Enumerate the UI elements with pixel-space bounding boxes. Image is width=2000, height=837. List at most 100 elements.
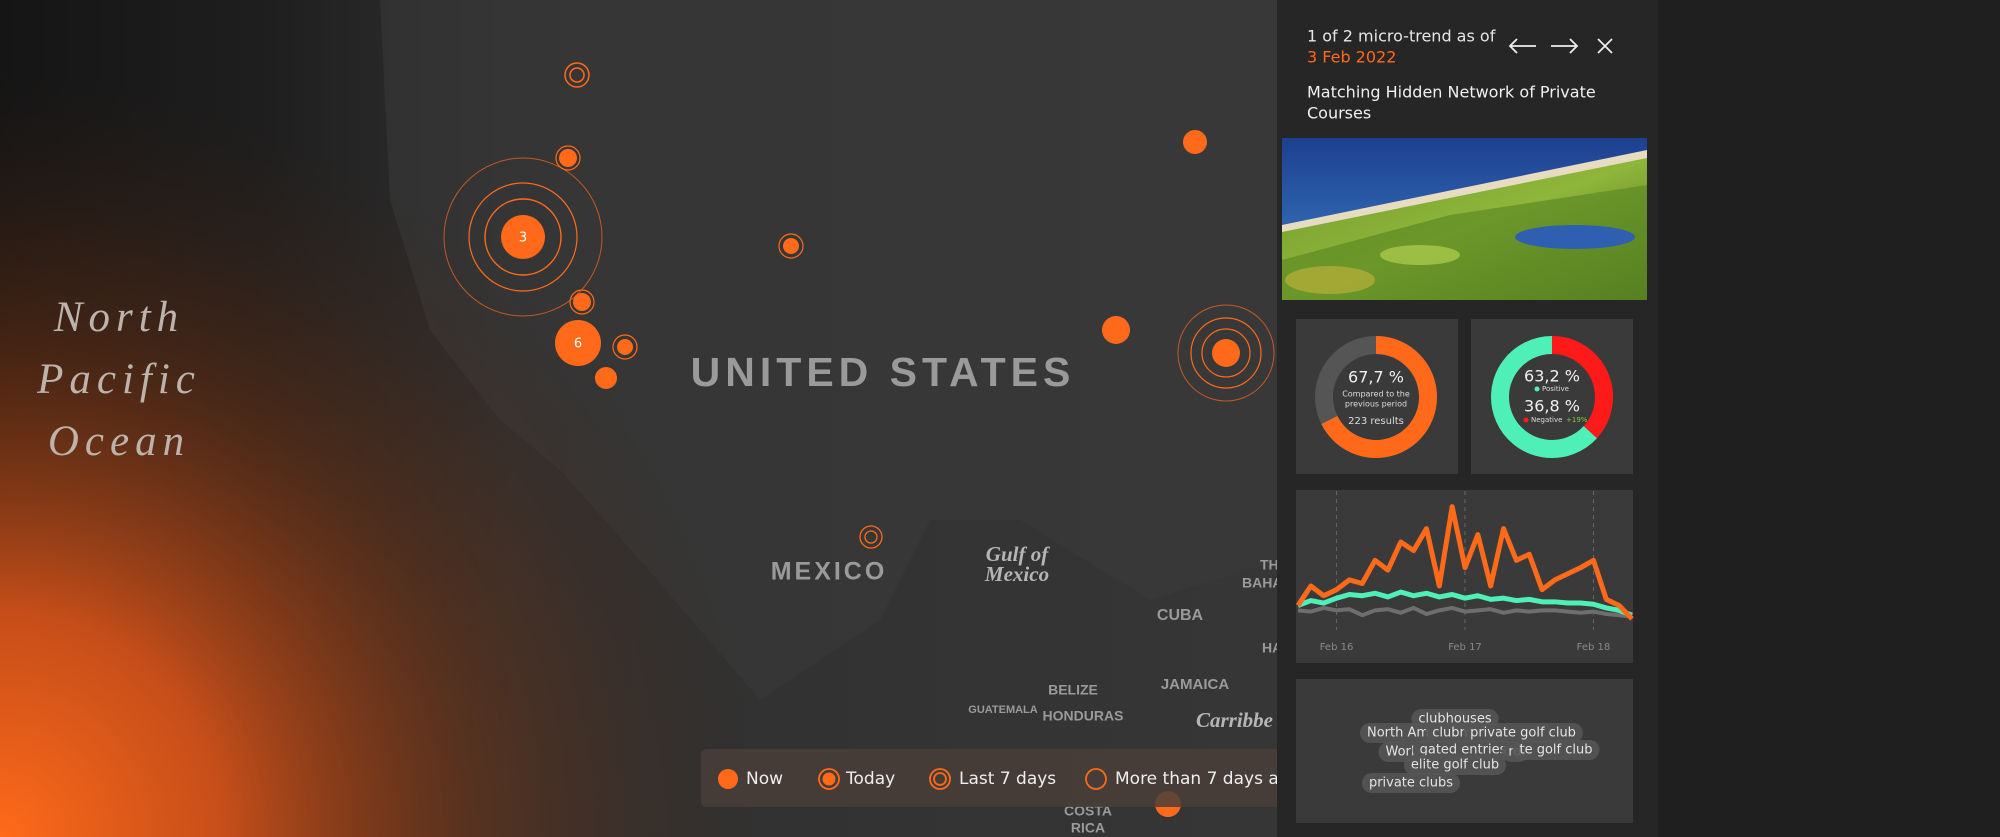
- marker[interactable]: [1102, 316, 1130, 344]
- trend-line: [1295, 504, 1634, 621]
- marker[interactable]: [573, 293, 591, 311]
- country-label: RICA: [1071, 820, 1105, 836]
- legend-label[interactable]: Today: [845, 769, 895, 789]
- trend-counter: 1 of 2 micro-trend as of: [1307, 27, 1496, 46]
- sea-label: Mexico: [984, 562, 1049, 586]
- marker[interactable]: [783, 238, 799, 254]
- marker-ring: [569, 289, 595, 315]
- ocean-label: Ocean: [48, 418, 190, 465]
- country-label: BAHA: [1242, 575, 1282, 591]
- country-label: HONDURAS: [1043, 708, 1124, 724]
- marker[interactable]: [559, 149, 577, 167]
- legend-symbol: [933, 772, 947, 786]
- trend-title: Matching Hidden Network of Private: [1307, 83, 1596, 102]
- marker-ring: [468, 182, 578, 292]
- marker-ring: [555, 145, 581, 171]
- marker-ring: [564, 62, 590, 88]
- country-label: TH: [1260, 557, 1279, 573]
- tag-pill: [1425, 723, 1475, 743]
- tag-label: Worl: [1385, 745, 1414, 760]
- country-label: JAMAICA: [1161, 676, 1230, 693]
- marker[interactable]: [595, 367, 617, 389]
- donut-segment: [1321, 336, 1437, 458]
- legend-label: Negative: [1531, 416, 1562, 424]
- marker-ring: [859, 525, 883, 549]
- tag-label: North Am: [1367, 726, 1429, 741]
- trend-line: [1297, 605, 1633, 619]
- tag[interactable]: te golf club: [1512, 740, 1600, 760]
- tag[interactable]: clubn: [1425, 723, 1475, 743]
- legend-symbol: [822, 772, 836, 786]
- tag-pill: [1359, 723, 1437, 743]
- donut-results: 223 results: [1348, 416, 1404, 427]
- marker-ring: [612, 334, 638, 360]
- legend-dot: [1523, 417, 1529, 423]
- tag-pill: [1512, 740, 1600, 760]
- marker-ring: [1177, 304, 1275, 402]
- donut-segment: [1491, 336, 1597, 458]
- tag[interactable]: elite golf club: [1403, 755, 1507, 775]
- legend-dot: [1534, 386, 1540, 392]
- tag-label: gated entries: [1420, 743, 1507, 758]
- legend-label[interactable]: Now: [746, 769, 783, 789]
- country-label: UNITED STATES: [691, 349, 1076, 395]
- country-label: BELIZE: [1048, 682, 1098, 698]
- legend-symbol: [818, 768, 840, 790]
- marker-ring: [1190, 317, 1262, 389]
- tag-label: clubhouses: [1418, 712, 1491, 727]
- page-bg: [1658, 0, 2000, 837]
- tag[interactable]: private clubs: [1361, 773, 1461, 793]
- tag-pill: [1403, 755, 1507, 775]
- legend-symbol: [929, 768, 951, 790]
- legend: Now Today Last 7 days More than 7 days a…: [701, 749, 1341, 807]
- marker[interactable]: [617, 339, 633, 355]
- ocean-label: North: [53, 294, 184, 341]
- map-glow: [0, 0, 1280, 837]
- cluster-count: 6: [574, 337, 582, 352]
- trend-photo: [1282, 138, 1647, 300]
- tag-label: elite golf club: [1411, 758, 1499, 773]
- tag-pill: [1463, 723, 1583, 743]
- legend-label[interactable]: Last 7 days: [959, 769, 1056, 789]
- trend-date: 3 Feb 2022: [1307, 48, 1396, 67]
- nav-prev[interactable]: [1508, 38, 1536, 54]
- tag-label: private golf club: [1470, 726, 1576, 741]
- sea-label: Gulf of: [986, 542, 1050, 566]
- tag-label: clubn: [1432, 726, 1468, 741]
- tag-label: te golf club: [1519, 743, 1592, 758]
- x-tick-label: Feb 16: [1320, 642, 1354, 653]
- change-label: +19%: [1566, 416, 1588, 424]
- charts: Feb 16 Feb 17 Feb 18: [1295, 336, 1634, 653]
- tag-label: private clubs: [1369, 776, 1453, 791]
- donut-value: 36,8 %: [1524, 397, 1580, 416]
- tag[interactable]: private golf club: [1463, 723, 1583, 743]
- marker[interactable]: [555, 320, 601, 366]
- legend-label[interactable]: More than 7 days ag: [1115, 769, 1290, 789]
- donut-value: 67,7 %: [1348, 368, 1404, 387]
- marker-ring: [1201, 328, 1251, 378]
- legend-symbol: [1085, 768, 1107, 790]
- sea-label: Carribbe: [1196, 708, 1273, 732]
- marker[interactable]: [1183, 130, 1207, 154]
- legend-box: [701, 749, 1341, 807]
- x-tick-label: Feb 18: [1577, 642, 1611, 653]
- cluster-count: 3: [519, 231, 527, 246]
- tag-pill: [1361, 773, 1461, 793]
- country-label: GUATEMALA: [968, 704, 1038, 716]
- legend-symbol: [718, 769, 738, 789]
- country-label: MEXICO: [771, 558, 888, 586]
- tag[interactable]: North Am: [1359, 723, 1437, 743]
- legend-label: Positive: [1542, 385, 1569, 393]
- donut-value: 63,2 %: [1524, 367, 1580, 386]
- nav-next[interactable]: [1551, 38, 1579, 54]
- marker[interactable]: [1212, 339, 1240, 367]
- x-tick-label: Feb 17: [1448, 642, 1482, 653]
- marker-ring: [443, 157, 603, 317]
- close-button[interactable]: [1597, 38, 1613, 54]
- marker[interactable]: [501, 215, 545, 259]
- marker-ring: [484, 198, 562, 276]
- donut-segment: [1551, 336, 1613, 439]
- marker-ring: [864, 530, 878, 544]
